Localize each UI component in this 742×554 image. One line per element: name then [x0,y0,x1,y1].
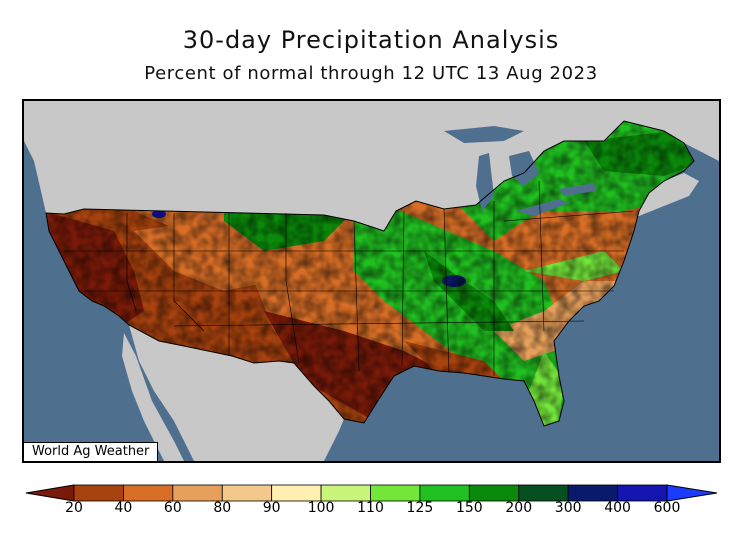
legend-bin-13 [666,484,718,502]
map-subtitle: Percent of normal through 12 UTC 13 Aug … [144,63,598,84]
lake-michigan [476,153,494,211]
legend-tick-label: 100 [307,500,335,516]
legend-tick-label: 300 [554,500,582,516]
baja-land [122,333,184,461]
legend-bin-6 [320,484,371,502]
legend-bin-10 [518,484,569,502]
lake-erie [516,199,569,216]
legend-tick-label: 20 [65,500,83,516]
legend-bin-2 [123,484,174,502]
legend-tick-label: 110 [357,500,384,516]
legend-tick-label: 400 [604,500,631,516]
legend-bin-11 [567,484,618,502]
mexico-land [129,325,344,461]
legend-bin-7 [370,484,421,502]
legend-bin-5 [271,484,322,502]
state-lines [64,180,635,376]
legend-tick-label: 150 [455,500,483,516]
map-svg [24,101,719,461]
us-outline [45,120,695,427]
lake-huron [509,151,539,186]
canada-land [24,101,719,231]
legend-bin-8 [419,484,470,502]
legend-bin-12 [617,484,668,502]
legend-tick-label: 60 [163,500,182,516]
lake-ontario [559,183,596,196]
legend-tick-label: 125 [406,500,434,516]
precipitation-map: World Ag Weather [22,99,721,463]
color-legend [22,482,721,522]
legend-tick-label: 90 [262,500,281,516]
legend-tick-label: 40 [114,500,133,516]
legend-tick-label: 200 [505,500,533,516]
legend-bin-1 [73,484,124,502]
legend-bin-0 [25,484,75,502]
legend-bar [25,484,718,502]
legend-tick-label: 600 [653,500,681,516]
legend-tick-label: 80 [213,500,232,516]
watermark-label: World Ag Weather [24,442,159,461]
legend-bin-4 [221,484,273,502]
lake-superior [444,126,524,143]
legend-bin-3 [172,484,223,502]
legend-bin-9 [468,484,520,502]
map-title: 30-day Precipitation Analysis [182,26,560,54]
